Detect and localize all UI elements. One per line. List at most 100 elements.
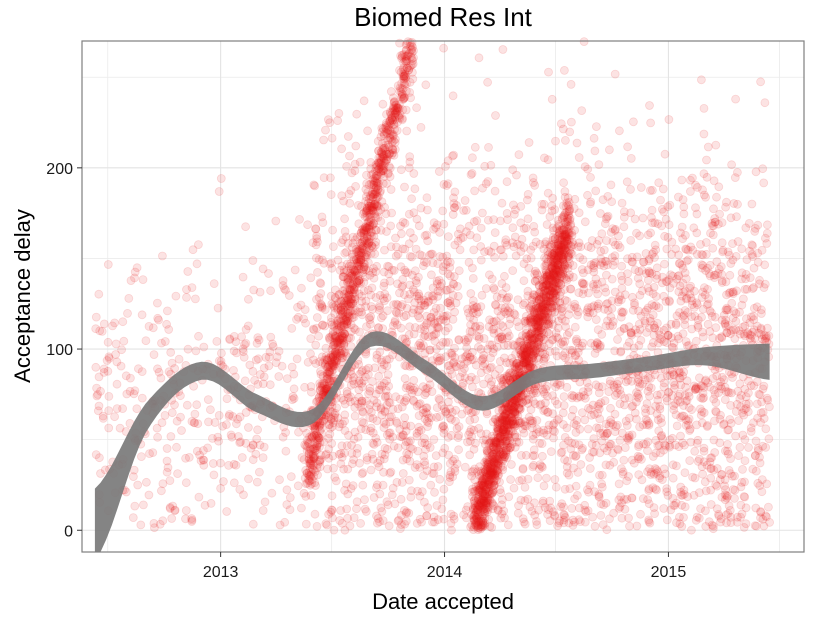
data-point bbox=[566, 345, 575, 355]
data-point bbox=[662, 323, 671, 333]
data-point bbox=[469, 444, 479, 454]
data-point bbox=[301, 441, 311, 451]
data-point bbox=[193, 419, 203, 429]
data-point bbox=[158, 516, 168, 526]
data-point bbox=[384, 521, 394, 531]
data-point bbox=[210, 418, 220, 427]
data-point bbox=[380, 450, 390, 460]
data-point bbox=[726, 259, 736, 268]
data-point bbox=[562, 423, 572, 433]
data-point bbox=[420, 231, 430, 241]
data-point bbox=[373, 514, 383, 523]
data-point bbox=[553, 415, 562, 425]
data-point bbox=[574, 208, 584, 218]
data-point bbox=[682, 293, 692, 303]
data-point bbox=[652, 263, 662, 273]
data-point bbox=[705, 382, 715, 392]
data-point bbox=[300, 382, 310, 392]
data-point bbox=[354, 385, 364, 395]
data-point bbox=[762, 393, 772, 403]
data-point bbox=[519, 276, 529, 286]
data-point bbox=[337, 191, 347, 201]
data-point bbox=[205, 405, 215, 415]
data-point bbox=[523, 189, 533, 199]
data-point bbox=[476, 223, 486, 233]
data-point bbox=[690, 286, 699, 296]
data-point bbox=[441, 406, 451, 416]
data-point bbox=[692, 228, 702, 238]
data-point bbox=[579, 279, 589, 289]
data-point bbox=[409, 375, 419, 385]
data-point bbox=[422, 383, 432, 393]
data-point bbox=[152, 423, 162, 433]
data-point bbox=[736, 512, 745, 522]
data-point bbox=[425, 443, 435, 452]
data-point bbox=[327, 133, 337, 143]
data-point bbox=[594, 299, 603, 309]
data-point bbox=[733, 386, 743, 396]
data-point bbox=[294, 427, 303, 437]
data-point bbox=[728, 471, 737, 481]
data-point bbox=[369, 493, 379, 502]
data-point bbox=[366, 199, 376, 209]
data-point bbox=[448, 279, 458, 289]
data-point bbox=[190, 409, 200, 419]
data-point bbox=[752, 377, 762, 387]
data-point bbox=[717, 333, 727, 343]
data-point bbox=[467, 153, 477, 163]
data-point bbox=[337, 144, 347, 154]
data-point bbox=[258, 453, 268, 463]
data-point bbox=[238, 344, 248, 354]
data-point bbox=[530, 227, 540, 237]
data-point bbox=[586, 172, 595, 182]
data-point bbox=[277, 361, 287, 371]
data-point bbox=[447, 350, 457, 360]
data-point bbox=[284, 291, 294, 300]
data-point bbox=[627, 330, 636, 340]
data-point bbox=[601, 287, 611, 297]
data-point bbox=[711, 323, 721, 333]
data-point bbox=[530, 180, 540, 190]
data-point bbox=[376, 355, 386, 365]
data-point bbox=[434, 275, 444, 285]
data-point bbox=[305, 476, 315, 486]
data-point bbox=[715, 333, 724, 343]
data-point bbox=[385, 130, 395, 139]
data-point bbox=[382, 293, 392, 303]
data-point bbox=[566, 80, 576, 89]
data-point bbox=[373, 458, 383, 468]
data-point bbox=[701, 376, 710, 386]
data-point bbox=[708, 243, 718, 253]
data-point bbox=[637, 475, 647, 485]
data-point bbox=[736, 500, 746, 510]
data-point bbox=[301, 519, 311, 529]
data-point bbox=[459, 510, 469, 520]
data-point bbox=[347, 168, 357, 178]
data-point bbox=[730, 485, 740, 495]
data-point bbox=[572, 393, 582, 403]
data-point bbox=[661, 214, 671, 224]
data-point bbox=[704, 517, 714, 527]
data-point bbox=[659, 378, 669, 388]
data-point bbox=[240, 376, 250, 386]
data-point bbox=[756, 408, 766, 418]
data-point bbox=[623, 277, 633, 286]
data-point bbox=[570, 439, 580, 449]
data-point bbox=[633, 377, 643, 387]
data-point bbox=[346, 186, 356, 195]
data-point bbox=[602, 270, 611, 280]
data-point bbox=[764, 434, 774, 444]
data-point bbox=[337, 297, 346, 307]
data-point bbox=[538, 451, 547, 461]
data-point bbox=[547, 94, 557, 104]
data-point bbox=[361, 349, 371, 359]
data-point bbox=[439, 425, 449, 434]
data-point bbox=[259, 442, 269, 452]
data-point bbox=[448, 210, 458, 219]
data-point bbox=[701, 192, 710, 202]
data-point bbox=[394, 515, 404, 525]
data-point bbox=[700, 477, 710, 487]
data-point bbox=[646, 383, 656, 393]
data-point bbox=[635, 290, 645, 300]
data-point bbox=[393, 300, 403, 310]
